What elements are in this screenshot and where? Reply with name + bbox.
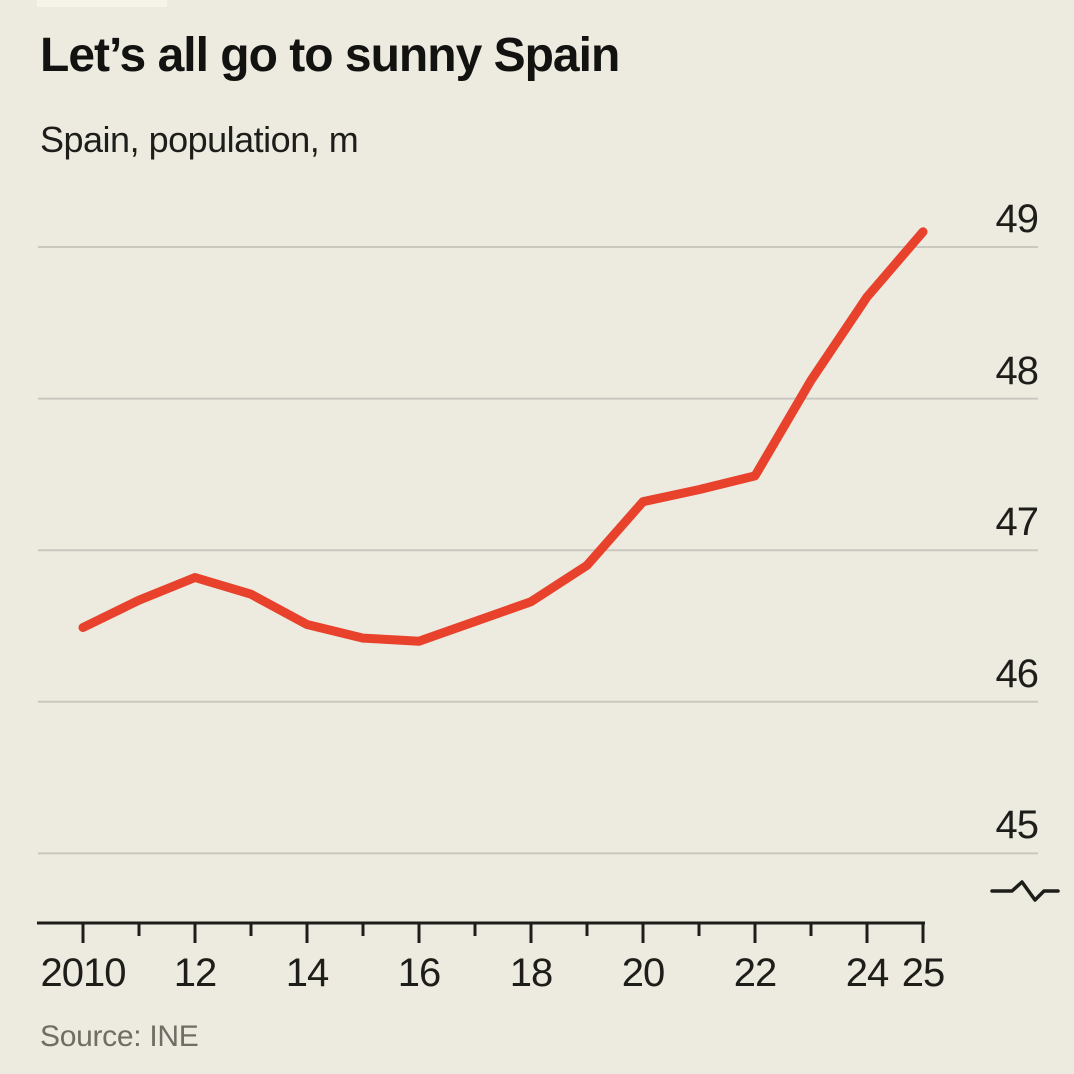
brand-tab — [37, 0, 167, 7]
population-series-line — [78, 227, 928, 646]
x-tick-label-2016: 16 — [397, 951, 441, 995]
y-tick-label-49: 49 — [995, 197, 1039, 241]
x-tick-label-2025: 25 — [901, 951, 945, 995]
x-tick-label-2012: 12 — [173, 951, 217, 995]
x-tick-label-2020: 20 — [621, 951, 665, 995]
y-tick-label-48: 48 — [995, 348, 1039, 393]
chart-title: Let’s all go to sunny Spain — [40, 29, 620, 82]
x-tick-label-2024: 24 — [845, 951, 889, 995]
x-tick-label-2018: 18 — [509, 951, 553, 995]
chart-subtitle: Spain, population, m — [40, 119, 359, 160]
axis-break-icon — [990, 880, 1060, 902]
y-tick-label-47: 47 — [995, 500, 1039, 545]
x-tick-label-2022: 22 — [733, 951, 777, 995]
y-tick-label-46: 46 — [995, 651, 1039, 696]
x-tick-label-2014: 14 — [285, 951, 329, 995]
source-note: Source: INE — [40, 1020, 199, 1053]
x-tick-label-2010: 2010 — [40, 951, 127, 995]
y-tick-label-45: 45 — [995, 803, 1039, 848]
